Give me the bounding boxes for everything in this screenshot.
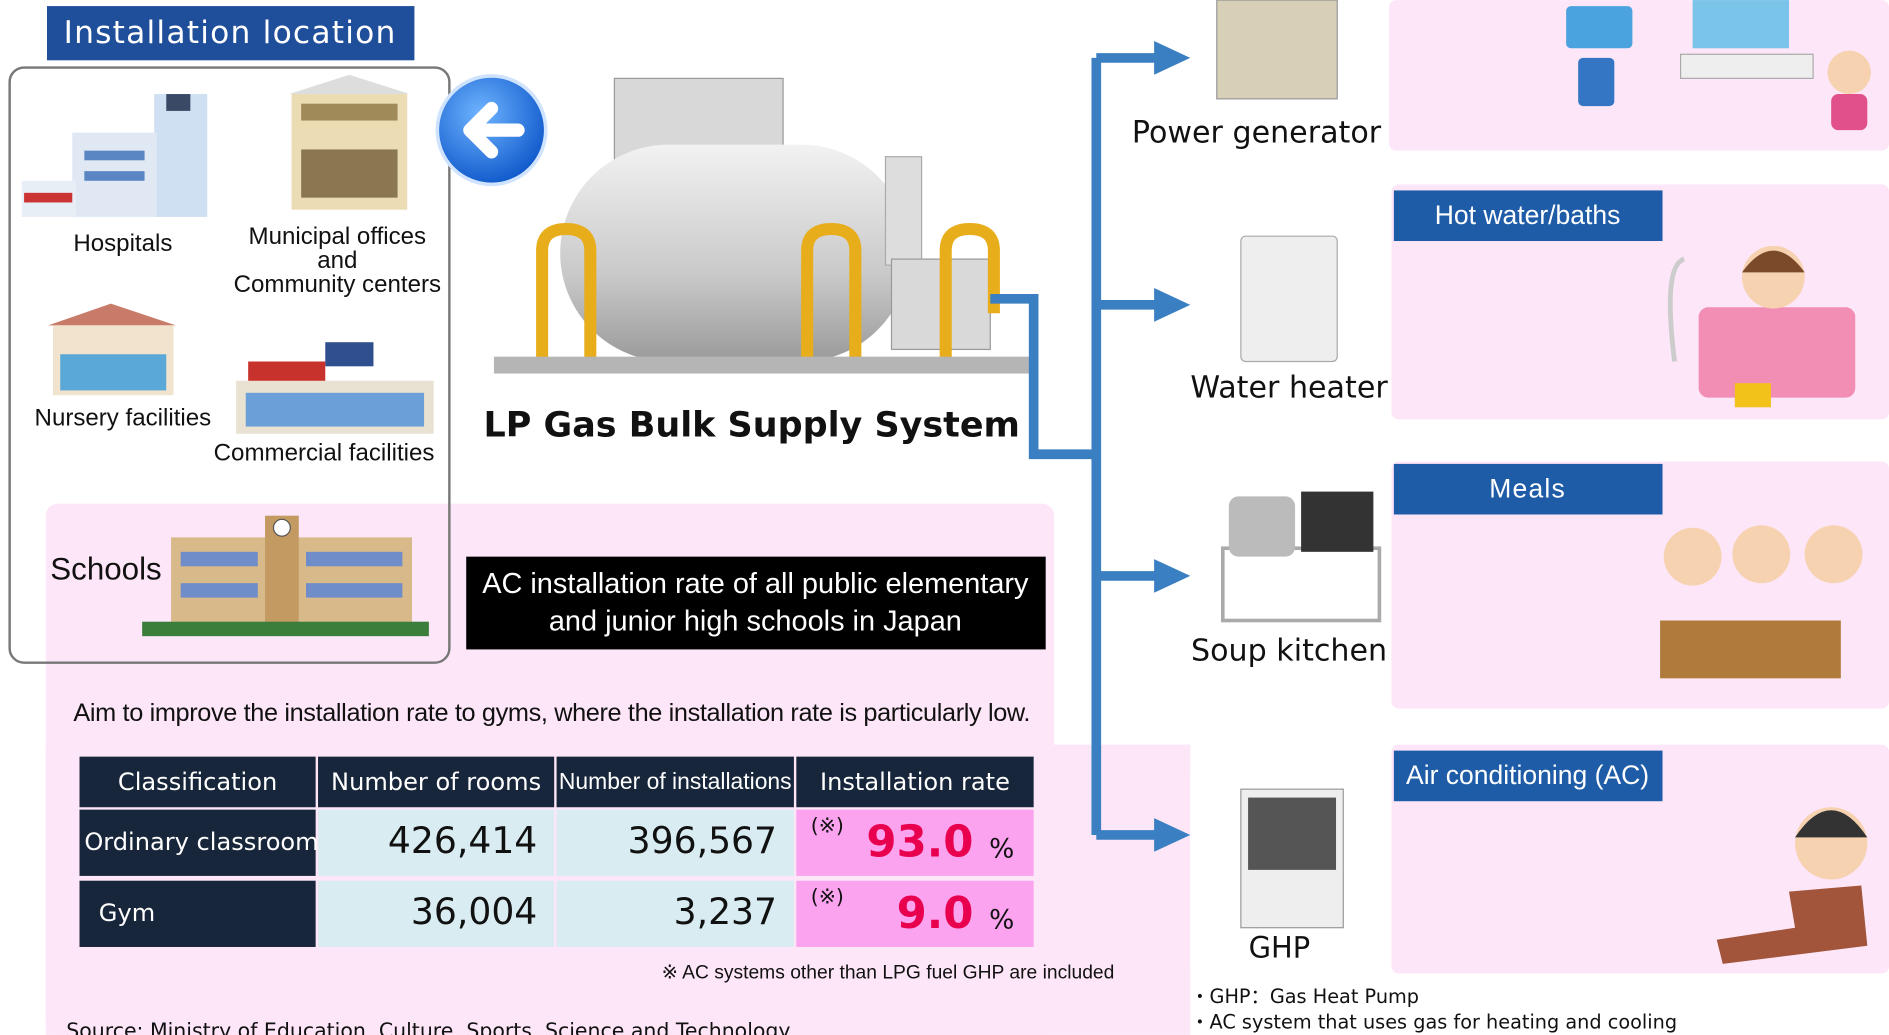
location-label: Nursery facilities <box>35 405 212 432</box>
pipe <box>990 57 1102 835</box>
number-text: 426,414 <box>388 819 537 862</box>
rate-cell <box>796 880 1034 947</box>
rate-value: 93.0 <box>866 818 973 868</box>
commercial-icon <box>236 342 434 434</box>
header-cell <box>318 756 555 808</box>
ac-title: and junior high schools in Japan <box>549 606 962 638</box>
ac-title: AC installation rate of all public eleme… <box>482 568 1029 600</box>
number-cell <box>318 880 555 947</box>
gas-tank <box>493 77 1034 374</box>
aim-text: Aim to improve the installation rate to … <box>73 699 1030 727</box>
rate-mark: (※) <box>811 814 844 838</box>
meals-illustration <box>1660 525 1863 679</box>
system-label: LP Gas Bulk Supply System <box>484 406 1020 446</box>
panel-title: Meals <box>1489 473 1566 503</box>
location-label: Schools <box>50 551 161 586</box>
row-label: Ordinary classroom <box>84 828 318 856</box>
hospital-icon <box>21 94 208 217</box>
soup-kitchen-icon <box>1220 491 1382 623</box>
ghp-note: ・GHP：Gas Heat Pump <box>1190 985 1419 1008</box>
panel-title-box <box>1393 190 1663 242</box>
number-text: 396,567 <box>628 819 777 862</box>
location-label: Commercial facilities <box>214 440 435 467</box>
row-label-cell <box>79 880 316 947</box>
use-label: Soup kitchen <box>1191 633 1387 668</box>
rate-cell <box>796 809 1034 876</box>
table-note: ※ AC systems other than LPG fuel GHP are… <box>662 963 1115 984</box>
header-text: Number of installations <box>559 768 792 794</box>
header-cell <box>79 756 316 808</box>
bath-illustration <box>1667 245 1856 408</box>
section-title: Installation location <box>64 15 397 51</box>
pipe-arrows <box>1096 41 1191 852</box>
use-label: Power generator <box>1132 115 1382 150</box>
number-cell <box>556 809 794 876</box>
header-text: Classification <box>118 768 277 796</box>
arrow-icon <box>463 101 525 159</box>
location-label: Community centers <box>234 271 441 298</box>
number-cell <box>556 880 794 947</box>
rate-unit: % <box>989 834 1014 865</box>
panel-title: Hot water/baths <box>1435 200 1621 230</box>
rate-value: 9.0 <box>897 889 974 939</box>
nursery-icon <box>48 303 176 396</box>
number-cell <box>318 809 555 876</box>
water-heater-icon <box>1240 235 1338 363</box>
use-label: GHP <box>1249 930 1311 964</box>
row-label: Gym <box>99 899 155 927</box>
header-text: Installation rate <box>820 768 1010 796</box>
location-label: Municipal offices <box>249 223 427 250</box>
header-cell <box>556 756 794 808</box>
ghp-grille <box>1248 797 1337 870</box>
school-icon <box>142 515 429 637</box>
pink-panel <box>1389 0 1889 151</box>
location-label: Hospitals <box>73 230 172 257</box>
ghp-note: ・AC system that uses gas for heating and… <box>1190 1010 1677 1033</box>
panel-title-box <box>1393 750 1663 802</box>
header-text: Number of rooms <box>331 768 541 796</box>
location-frame <box>8 66 451 664</box>
table: Classification Number of rooms Number of i… <box>79 756 1034 947</box>
title-box <box>46 6 415 61</box>
panel-title: Air conditioning (AC) <box>1406 760 1649 790</box>
rate-mark: (※) <box>811 885 844 909</box>
panel-title-box <box>1393 463 1663 515</box>
row-label-cell <box>79 809 316 876</box>
source: Source: Ministry of Education, Culture, … <box>66 1018 790 1035</box>
ac-title-box <box>466 556 1046 650</box>
header-cell <box>796 756 1034 808</box>
devices-illustration <box>1566 0 1871 131</box>
use-label: Water heater <box>1190 371 1388 406</box>
location-label: and <box>317 247 357 274</box>
municipal-icon <box>289 74 410 210</box>
pink-panel <box>1391 744 1889 974</box>
number-text: 36,004 <box>411 890 537 933</box>
number-text: 3,237 <box>674 890 777 933</box>
ac-illustration <box>1716 807 1868 964</box>
rate-unit: % <box>989 905 1014 936</box>
generator-icon <box>1216 0 1338 100</box>
